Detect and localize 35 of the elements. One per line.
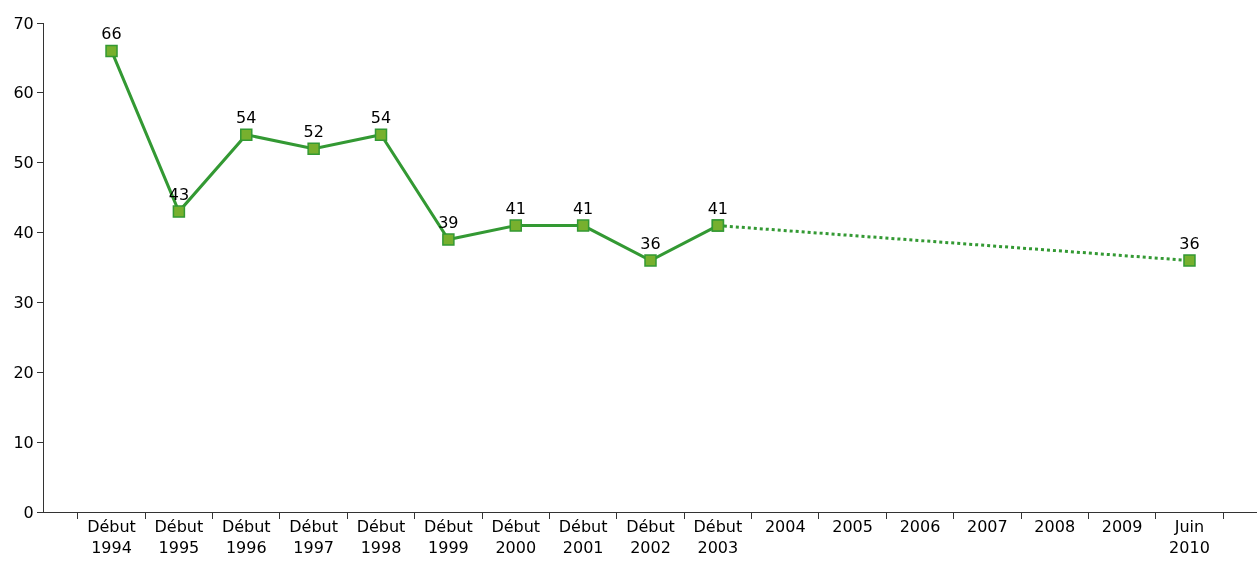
y-tick-label: 40 bbox=[13, 223, 34, 243]
x-tick-label: Juin 2010 bbox=[1169, 517, 1210, 557]
y-tick-label: 30 bbox=[13, 293, 34, 313]
x-tick-label: Début 1996 bbox=[221, 517, 271, 557]
x-tick-label: Début 2000 bbox=[491, 517, 541, 557]
x-tick-label: 2009 bbox=[1101, 517, 1143, 537]
x-tick-label: 2008 bbox=[1034, 517, 1076, 537]
data-label: 41 bbox=[505, 198, 526, 218]
x-tick-label: 2005 bbox=[832, 517, 873, 537]
x-tick-label: 2007 bbox=[967, 517, 1008, 537]
data-label: 41 bbox=[707, 198, 729, 218]
data-label: 66 bbox=[101, 24, 122, 44]
x-tick-label: 2006 bbox=[899, 517, 941, 537]
y-tick-label: 10 bbox=[13, 432, 34, 452]
x-tick-label: Début 2002 bbox=[626, 517, 675, 557]
data-label: 54 bbox=[370, 107, 392, 127]
y-tick-label: 20 bbox=[13, 362, 34, 382]
x-tick-label: Début 2001 bbox=[558, 517, 608, 557]
data-label: 41 bbox=[572, 198, 594, 218]
x-tick-label: 2004 bbox=[764, 517, 806, 537]
data-label: 39 bbox=[438, 212, 459, 232]
x-tick-label: Début 1995 bbox=[154, 517, 204, 557]
x-tick-label: Début 1998 bbox=[356, 517, 406, 557]
data-label: 36 bbox=[1179, 233, 1200, 253]
data-label: 36 bbox=[640, 233, 661, 253]
y-tick-label: 0 bbox=[23, 502, 34, 522]
data-label: 54 bbox=[236, 107, 257, 127]
y-tick-label: 70 bbox=[13, 13, 34, 33]
x-tick-label: Début 1999 bbox=[424, 517, 473, 557]
x-tick-label: Début 1994 bbox=[87, 517, 136, 557]
y-tick-label: 50 bbox=[13, 153, 34, 173]
data-label: 52 bbox=[303, 121, 324, 141]
x-tick-label: Début 2003 bbox=[693, 517, 743, 557]
x-tick-label: Début 1997 bbox=[289, 517, 339, 557]
y-tick-label: 60 bbox=[13, 83, 34, 103]
